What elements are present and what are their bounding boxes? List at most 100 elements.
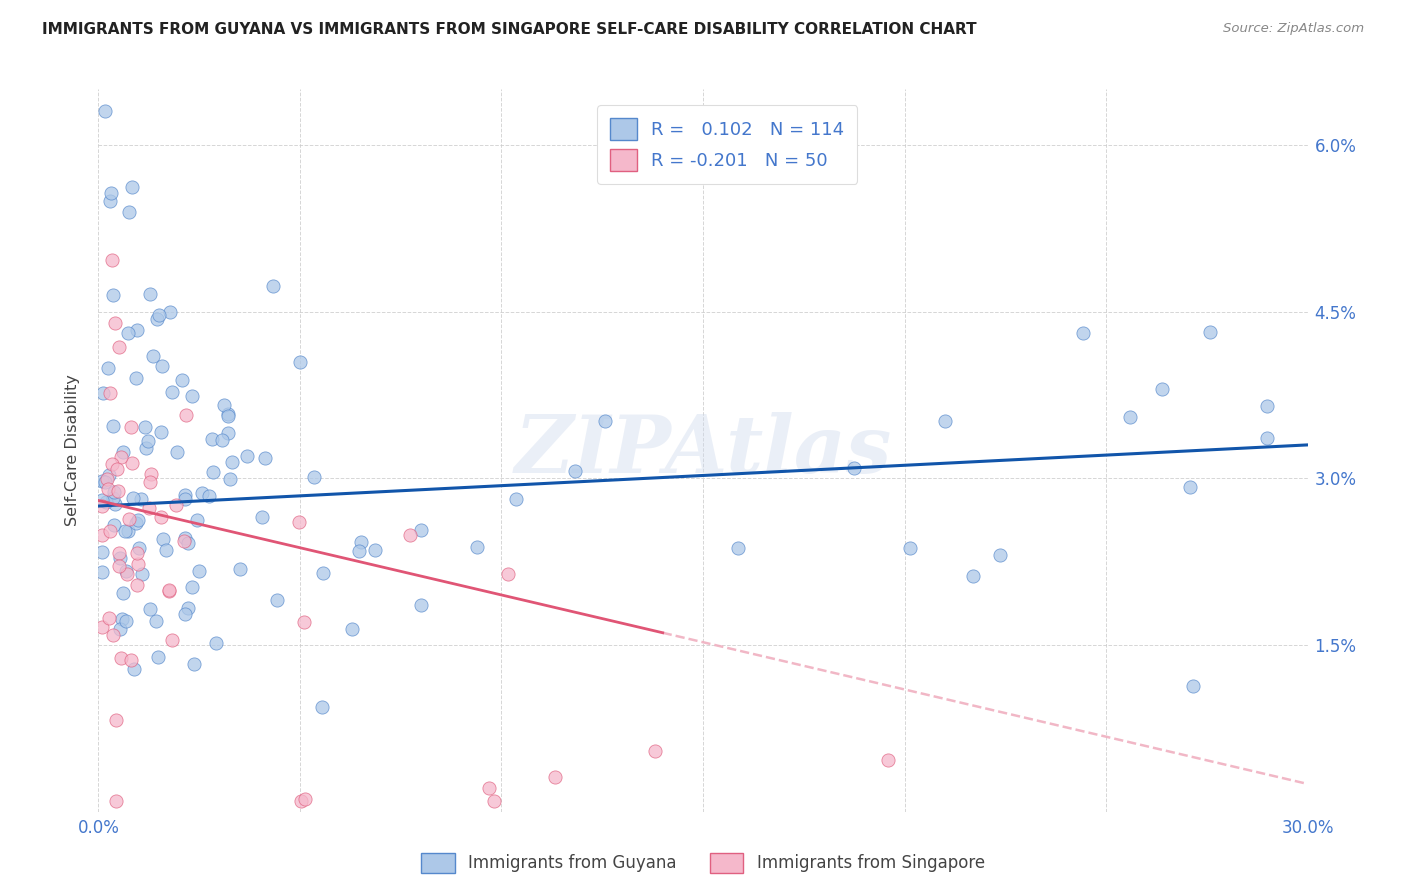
Point bbox=[114, 564, 136, 578]
Point bbox=[111, 445, 134, 459]
Point bbox=[104, 713, 127, 727]
Point bbox=[217, 426, 239, 441]
Point bbox=[103, 485, 125, 500]
Point bbox=[127, 557, 149, 571]
Point bbox=[399, 528, 422, 542]
Point bbox=[170, 373, 193, 387]
Point bbox=[350, 535, 373, 549]
Point bbox=[97, 467, 120, 482]
Point bbox=[118, 204, 141, 219]
Point bbox=[115, 566, 138, 581]
Text: Source: ZipAtlas.com: Source: ZipAtlas.com bbox=[1223, 22, 1364, 36]
Point bbox=[114, 524, 136, 539]
Point bbox=[108, 559, 131, 574]
Point bbox=[111, 586, 134, 600]
Point bbox=[183, 657, 205, 671]
Point bbox=[312, 566, 335, 580]
Point bbox=[131, 567, 153, 582]
Point bbox=[101, 419, 124, 434]
Point bbox=[111, 612, 134, 626]
Point bbox=[94, 495, 117, 509]
Point bbox=[125, 546, 148, 560]
Point bbox=[198, 489, 221, 503]
Point bbox=[174, 531, 197, 545]
Point bbox=[97, 610, 120, 624]
Point bbox=[898, 541, 921, 555]
Point bbox=[117, 326, 139, 340]
Point bbox=[288, 354, 311, 368]
Point bbox=[97, 482, 120, 496]
Point bbox=[202, 465, 225, 479]
Point bbox=[236, 449, 259, 463]
Point bbox=[252, 509, 274, 524]
Point bbox=[98, 524, 121, 539]
Point bbox=[148, 308, 170, 322]
Point bbox=[290, 794, 312, 808]
Point bbox=[139, 287, 162, 301]
Point bbox=[219, 472, 242, 486]
Point bbox=[139, 602, 162, 616]
Point bbox=[125, 577, 148, 591]
Point bbox=[93, 385, 115, 400]
Point bbox=[138, 475, 160, 489]
Point bbox=[103, 316, 125, 330]
Point bbox=[91, 500, 114, 514]
Point bbox=[125, 323, 148, 337]
Point bbox=[496, 566, 519, 581]
Point bbox=[98, 386, 121, 401]
Point bbox=[159, 305, 181, 319]
Point bbox=[146, 311, 169, 326]
Point bbox=[727, 541, 749, 555]
Point bbox=[107, 546, 129, 560]
Point bbox=[166, 445, 188, 459]
Point bbox=[91, 565, 114, 579]
Point bbox=[364, 543, 387, 558]
Point bbox=[262, 279, 284, 293]
Point bbox=[105, 461, 128, 475]
Point bbox=[1152, 382, 1174, 396]
Point bbox=[311, 699, 333, 714]
Point bbox=[173, 533, 195, 548]
Point bbox=[304, 470, 326, 484]
Point bbox=[107, 483, 129, 498]
Point bbox=[91, 493, 114, 508]
Y-axis label: Self-Care Disability: Self-Care Disability bbox=[65, 375, 80, 526]
Point bbox=[118, 512, 141, 526]
Point bbox=[124, 662, 146, 676]
Point bbox=[159, 583, 181, 598]
Point bbox=[1118, 409, 1140, 424]
Point bbox=[211, 433, 233, 447]
Point bbox=[121, 456, 143, 470]
Point bbox=[1256, 399, 1278, 413]
Point bbox=[478, 780, 501, 795]
Point bbox=[117, 524, 139, 538]
Point bbox=[159, 582, 181, 597]
Point bbox=[254, 450, 277, 465]
Point bbox=[115, 614, 138, 628]
Point bbox=[91, 620, 114, 634]
Point bbox=[94, 104, 117, 119]
Point bbox=[125, 516, 148, 531]
Point bbox=[149, 425, 172, 439]
Point bbox=[191, 485, 214, 500]
Point bbox=[177, 535, 200, 549]
Point bbox=[96, 472, 118, 486]
Point bbox=[136, 434, 159, 448]
Point bbox=[221, 455, 243, 469]
Point bbox=[125, 371, 148, 385]
Point bbox=[205, 635, 228, 649]
Point bbox=[97, 360, 120, 375]
Point bbox=[98, 194, 121, 209]
Point bbox=[110, 622, 132, 636]
Text: IMMIGRANTS FROM GUYANA VS IMMIGRANTS FROM SINGAPORE SELF-CARE DISABILITY CORRELA: IMMIGRANTS FROM GUYANA VS IMMIGRANTS FRO… bbox=[42, 22, 977, 37]
Point bbox=[593, 414, 616, 428]
Point bbox=[1198, 325, 1220, 339]
Point bbox=[201, 432, 224, 446]
Point bbox=[120, 419, 142, 434]
Point bbox=[1256, 431, 1278, 445]
Point bbox=[129, 491, 152, 506]
Point bbox=[176, 601, 198, 615]
Point bbox=[134, 419, 156, 434]
Point bbox=[127, 513, 149, 527]
Point bbox=[135, 441, 157, 455]
